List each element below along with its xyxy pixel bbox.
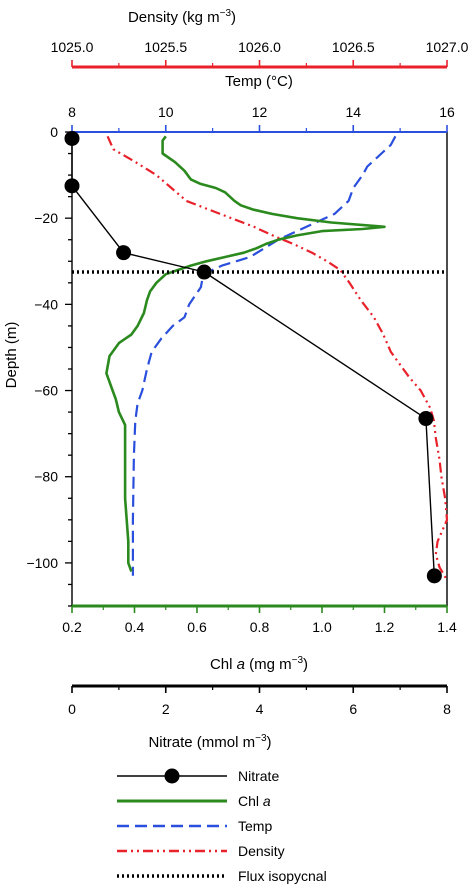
density-tick-label: 1025.0 xyxy=(51,39,94,55)
marker-layer xyxy=(64,130,442,584)
plot-area: 0 −20 −40 −60 −80 −100 Depth (m) xyxy=(3,124,449,608)
nitrate-tick-label: 4 xyxy=(256,701,264,717)
legend-item-temp: Temp xyxy=(117,818,272,834)
nitrate-point xyxy=(196,264,212,280)
temp-tick-label: 14 xyxy=(345,104,361,120)
temp-tick-label: 10 xyxy=(158,104,174,120)
temp-tick-label: 16 xyxy=(439,104,455,120)
nitrate-tick-labels: 0 2 4 6 8 xyxy=(68,686,451,717)
legend-label: Nitrate xyxy=(238,768,279,784)
nitrate-tick-label: 8 xyxy=(443,701,451,717)
chl-axis-title: Chl a (mg m−3) xyxy=(210,655,308,673)
legend-item-chl-a: Chl a xyxy=(117,793,271,809)
depth-tick-labels: 0 −20 −40 −60 −80 −100 xyxy=(26,124,72,607)
chl-tick-label: 1.4 xyxy=(437,619,457,635)
nitrate-point xyxy=(426,568,442,584)
depth-tick-label: −20 xyxy=(34,210,58,226)
depth-tick-label: −100 xyxy=(26,555,58,571)
legend-label: Density xyxy=(238,843,285,859)
density-axis: Density (kg m−3) 1025.0 1025.5 1026.0 1026.… xyxy=(51,8,469,69)
depth-tick-label: −60 xyxy=(34,383,58,399)
legend-marker xyxy=(164,768,180,784)
temp-tick-labels: 8 10 12 14 16 xyxy=(68,104,455,132)
density-tick-label: 1026.5 xyxy=(332,39,375,55)
chl-tick-label: 0.2 xyxy=(62,619,82,635)
depth-tick-label: −80 xyxy=(34,469,58,485)
density-tick-label: 1025.5 xyxy=(144,39,187,55)
nitrate-axis: 0 2 4 6 8 Nitrate (mmol m−3) xyxy=(68,684,451,751)
legend-label: Flux isopycnal xyxy=(238,868,327,884)
legend-label: Temp xyxy=(238,818,272,834)
series-density xyxy=(106,135,449,581)
chl-tick-label: 0.4 xyxy=(125,619,145,635)
legend-item-flux-isopycnal: Flux isopycnal xyxy=(117,868,327,884)
depth-tick-label: 0 xyxy=(50,124,58,140)
nitrate-point xyxy=(116,245,132,261)
chl-axis: 0.2 0.4 0.6 0.8 1.0 1.2 1.4 Chl a (mg m−3) xyxy=(62,606,457,673)
legend-item-density: Density xyxy=(117,843,285,859)
nitrate-axis-title: Nitrate (mmol m−3) xyxy=(148,733,271,751)
chl-tick-label: 1.0 xyxy=(312,619,332,635)
series-nitrate xyxy=(71,138,435,576)
nitrate-tick-label: 0 xyxy=(68,701,76,717)
depth-axis-title: Depth (m) xyxy=(3,322,20,389)
nitrate-point xyxy=(64,130,80,146)
nitrate-tick-label: 2 xyxy=(162,701,170,717)
series-chl-a xyxy=(105,135,386,572)
depth-tick-label: −40 xyxy=(34,296,58,312)
temp-axis-title: Temp (°C) xyxy=(225,73,293,90)
temp-tick-label: 12 xyxy=(252,104,268,120)
legend-label: Chl a xyxy=(238,793,271,809)
nitrate-point xyxy=(418,411,434,427)
nitrate-point xyxy=(64,178,80,194)
density-tick-labels: 1025.0 1025.5 1026.0 1026.5 1027.0 xyxy=(51,39,469,67)
series-temp xyxy=(131,135,397,576)
chl-tick-label: 0.8 xyxy=(250,619,270,635)
density-axis-title: Density (kg m−3) xyxy=(128,8,236,26)
series-layer xyxy=(71,135,449,581)
temp-axis: Temp (°C) 8 10 12 14 16 xyxy=(68,73,455,132)
density-tick-label: 1027.0 xyxy=(426,39,469,55)
legend-item-nitrate: Nitrate xyxy=(117,768,279,784)
legend: Nitrate Chl a Temp Density Flux isopycnal xyxy=(117,768,327,884)
nitrate-tick-label: 6 xyxy=(349,701,357,717)
chl-tick-labels: 0.2 0.4 0.6 0.8 1.0 1.2 1.4 xyxy=(62,606,457,635)
chl-tick-label: 1.2 xyxy=(375,619,395,635)
chl-tick-label: 0.6 xyxy=(187,619,207,635)
density-tick-label: 1026.0 xyxy=(238,39,281,55)
temp-tick-label: 8 xyxy=(68,104,76,120)
